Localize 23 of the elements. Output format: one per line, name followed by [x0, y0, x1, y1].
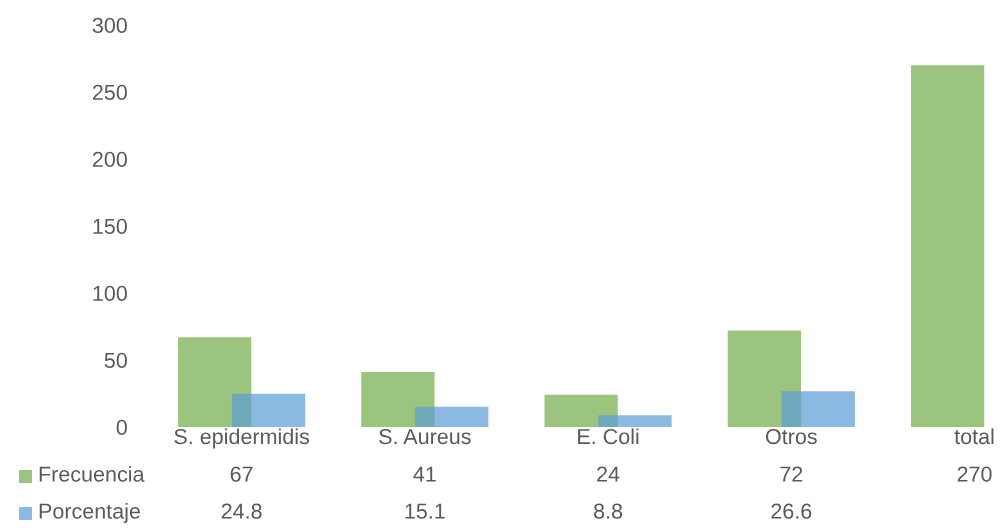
x-tick-label: Otros	[766, 428, 817, 445]
data-label: 72	[780, 466, 803, 482]
y-tick-label: 250	[92, 84, 127, 101]
x-tick-label: S. epidermidis	[174, 428, 310, 449]
y-tick-label: 50	[104, 352, 127, 369]
data-label: 67	[230, 466, 253, 482]
y-tick-label: 300	[92, 17, 127, 34]
y-tick-label: 100	[93, 285, 127, 302]
x-tick-label: S. Aureus	[379, 428, 471, 445]
data-label: 8.8	[594, 503, 623, 519]
data-label: 24	[597, 466, 620, 482]
data-label: 41	[413, 466, 436, 482]
x-tick-label: E. Coli	[578, 428, 639, 445]
data-label: 15.1	[405, 503, 445, 519]
data-label: 26.6	[771, 503, 812, 519]
legend-label: Porcentaje	[39, 502, 140, 524]
data-label: 24.8	[221, 503, 262, 519]
y-tick-label: 200	[92, 151, 127, 168]
legend-label: Frecuencia	[39, 465, 145, 482]
data-label: 270	[957, 466, 992, 482]
y-tick-label: 0	[116, 419, 127, 436]
x-tick-label: total	[954, 428, 994, 445]
y-tick-label: 150	[93, 218, 127, 235]
